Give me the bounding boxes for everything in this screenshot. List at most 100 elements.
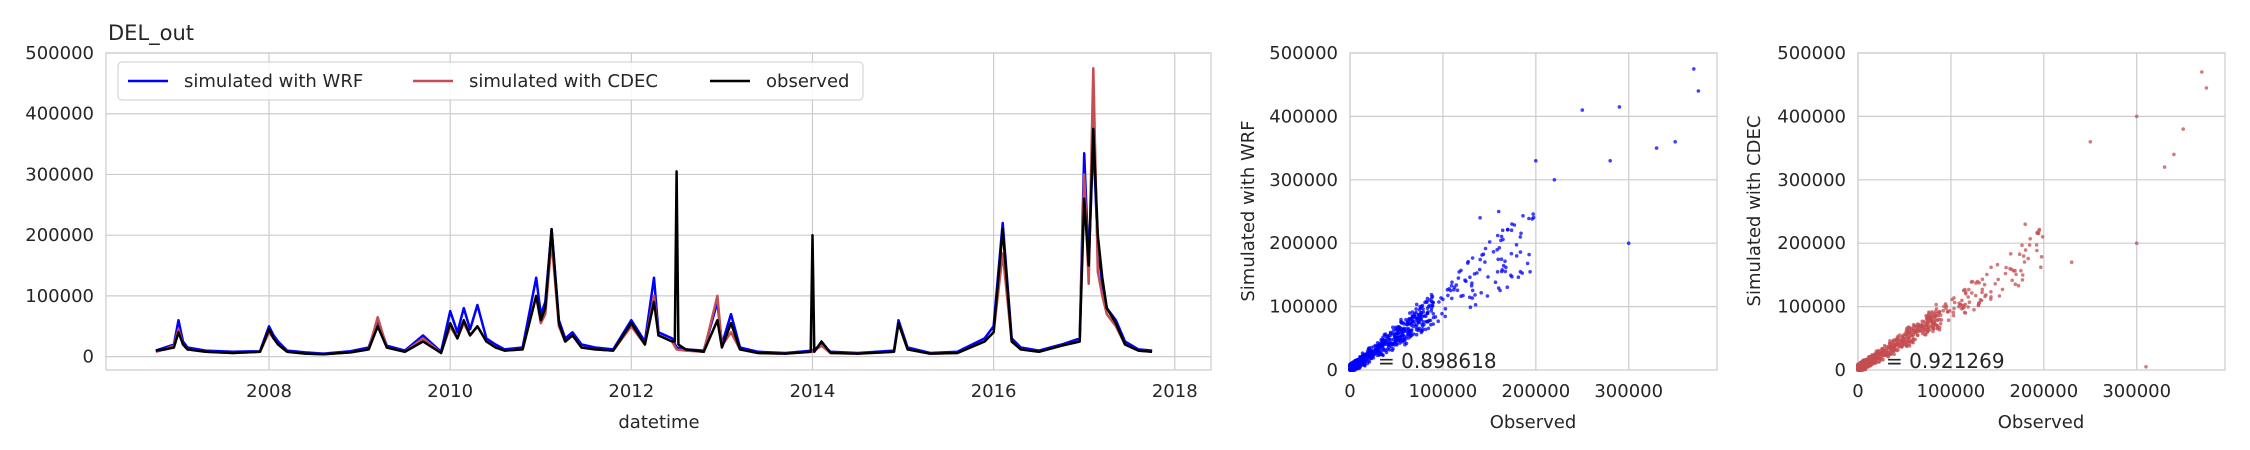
wrf-point — [1388, 330, 1393, 335]
wrf-point — [1399, 317, 1403, 322]
wrf-point — [1500, 268, 1504, 272]
wrf-point — [1433, 315, 1438, 319]
cdec-point — [1892, 348, 1896, 352]
cdec-point — [1900, 344, 1905, 349]
cdec-point — [1929, 319, 1933, 324]
wrf-point — [1470, 281, 1474, 286]
cdec-point — [1933, 323, 1938, 327]
cdec-axes-frame — [1857, 52, 2226, 371]
wrf-xtick-label: 200000 — [1501, 381, 1570, 402]
wrf-point — [1410, 314, 1415, 318]
cdec-point — [1960, 298, 1964, 303]
wrf-point — [1439, 296, 1443, 300]
cdec-point — [1893, 343, 1898, 347]
wrf-ytick-label: 0 — [1327, 360, 1338, 381]
wrf-point — [1426, 304, 1431, 309]
cdec-xtick-label: 200000 — [2009, 381, 2078, 402]
cdec-point — [1870, 355, 1875, 359]
cdec-point — [1907, 335, 1911, 340]
cdec-point — [1974, 281, 1978, 285]
cdec-point — [1911, 331, 1915, 335]
cdec-point — [1972, 307, 1976, 312]
wrf-xtick-label: 100000 — [1409, 381, 1478, 402]
wrf-point — [1421, 320, 1426, 324]
wrf-point — [1503, 259, 1507, 264]
wrf-point — [1450, 280, 1454, 285]
wrf-point — [1608, 159, 1612, 163]
wrf-point — [1459, 294, 1463, 299]
timeseries-ytick-label: 300000 — [25, 164, 94, 185]
wrf-point — [1500, 228, 1505, 233]
wrf-point — [1496, 257, 1500, 262]
wrf-point — [1495, 248, 1499, 252]
cdec-point — [2039, 265, 2043, 270]
wrf-point — [1464, 279, 1468, 284]
cdec-point — [1977, 301, 1982, 305]
wrf-point — [1477, 267, 1482, 272]
wrf-point — [1503, 269, 1508, 274]
cdec-point — [1966, 305, 1970, 309]
wrf-point — [1518, 235, 1523, 239]
wrf-point — [1531, 215, 1536, 220]
cdec-point — [1967, 287, 1971, 292]
cdec-point — [2200, 70, 2204, 74]
wrf-point — [1516, 275, 1521, 280]
cdec-point — [1946, 318, 1951, 323]
cdec-point — [1989, 290, 1993, 294]
wrf-point — [1429, 309, 1434, 313]
wrf-point — [1374, 351, 1379, 355]
wrf-point — [1366, 358, 1371, 363]
wrf-xtick-label: 300000 — [1594, 381, 1663, 402]
wrf-point — [1378, 341, 1382, 346]
timeseries-ytick-label: 100000 — [25, 286, 94, 307]
wrf-point — [1499, 257, 1504, 262]
cdec-point — [1929, 324, 1933, 328]
wrf-xlabel: Observed — [1490, 412, 1577, 433]
cdec-point — [1952, 306, 1956, 311]
wrf-point — [1385, 340, 1390, 345]
cdec-point — [2008, 266, 2012, 271]
cdec-point — [1935, 326, 1940, 331]
cdec-point — [1973, 293, 1978, 298]
wrf-point — [1410, 318, 1414, 323]
wrf-point — [1509, 228, 1514, 232]
wrf-point — [1356, 362, 1361, 367]
wrf-point — [1469, 284, 1474, 288]
cdec-point — [2027, 243, 2032, 247]
wrf-point — [1424, 319, 1429, 324]
cdec-point — [2013, 282, 2018, 287]
wrf-point — [1552, 178, 1557, 182]
wrf-point — [1414, 332, 1419, 337]
cdec-point — [2021, 254, 2026, 258]
cdec-point — [1941, 308, 1945, 313]
cdec-point — [2204, 86, 2209, 90]
wrf-point — [1493, 280, 1498, 285]
wrf-point — [1496, 209, 1501, 214]
wrf-point — [1468, 305, 1473, 310]
wrf-point — [1485, 294, 1490, 298]
cdec-point — [1902, 332, 1907, 337]
wrf-ytick-label: 300000 — [1269, 170, 1338, 191]
timeseries-xtick-label: 2012 — [608, 381, 654, 402]
timeseries-xlabel: datetime — [618, 412, 699, 433]
wrf-point — [1381, 338, 1385, 343]
cdec-point — [1939, 313, 1943, 317]
cdec-point — [1882, 343, 1887, 348]
cdec-point — [1979, 298, 1984, 303]
cdec-ytick-label: 200000 — [1777, 233, 1846, 254]
cdec-point — [1869, 363, 1873, 367]
wrf-point — [1470, 256, 1475, 260]
wrf-point — [1359, 356, 1363, 360]
wrf-point — [1495, 270, 1500, 274]
cdec-point — [2035, 231, 2040, 235]
legend-label-cdec: simulated with CDEC — [469, 71, 658, 92]
cdec-ylabel: Simulated with CDEC — [1744, 116, 1765, 307]
wrf-point — [1426, 326, 1431, 331]
wrf-point — [1580, 108, 1585, 112]
cdec-scatter-chart: 0 100000 200000 300000 0 100000 200000 300000 40… — [1744, 43, 2226, 433]
wrf-xtick-label: 0 — [1344, 381, 1355, 402]
timeseries-title: DEL_out — [108, 21, 194, 46]
timeseries-ytick-label: 400000 — [25, 104, 94, 125]
cdec-point — [1951, 313, 1956, 318]
wrf-point — [1406, 330, 1410, 335]
